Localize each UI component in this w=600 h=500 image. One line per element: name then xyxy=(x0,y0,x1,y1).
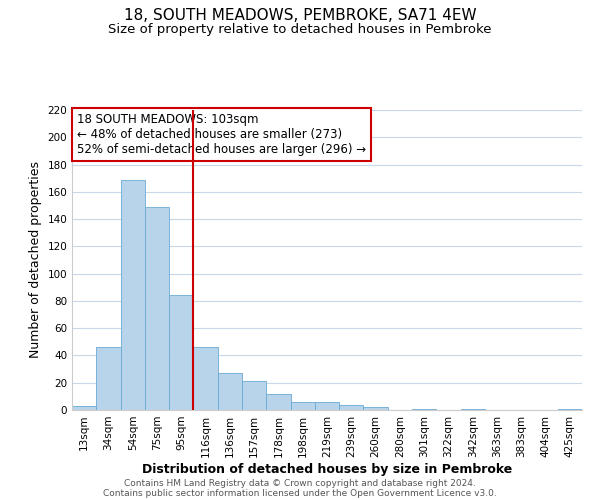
Bar xyxy=(72,406,96,410)
Bar xyxy=(339,404,364,410)
Bar xyxy=(121,180,145,410)
Bar xyxy=(266,394,290,410)
Text: 18, SOUTH MEADOWS, PEMBROKE, SA71 4EW: 18, SOUTH MEADOWS, PEMBROKE, SA71 4EW xyxy=(124,8,476,22)
Bar xyxy=(145,207,169,410)
Bar xyxy=(461,408,485,410)
Bar xyxy=(290,402,315,410)
Bar xyxy=(364,408,388,410)
Bar xyxy=(315,402,339,410)
Bar xyxy=(412,408,436,410)
Bar xyxy=(242,382,266,410)
Text: Contains public sector information licensed under the Open Government Licence v3: Contains public sector information licen… xyxy=(103,488,497,498)
Bar xyxy=(193,348,218,410)
Text: 18 SOUTH MEADOWS: 103sqm
← 48% of detached houses are smaller (273)
52% of semi-: 18 SOUTH MEADOWS: 103sqm ← 48% of detach… xyxy=(77,113,366,156)
Bar xyxy=(558,408,582,410)
Text: Size of property relative to detached houses in Pembroke: Size of property relative to detached ho… xyxy=(108,22,492,36)
X-axis label: Distribution of detached houses by size in Pembroke: Distribution of detached houses by size … xyxy=(142,462,512,475)
Bar xyxy=(96,348,121,410)
Text: Contains HM Land Registry data © Crown copyright and database right 2024.: Contains HM Land Registry data © Crown c… xyxy=(124,478,476,488)
Bar xyxy=(169,296,193,410)
Y-axis label: Number of detached properties: Number of detached properties xyxy=(29,162,42,358)
Bar xyxy=(218,373,242,410)
